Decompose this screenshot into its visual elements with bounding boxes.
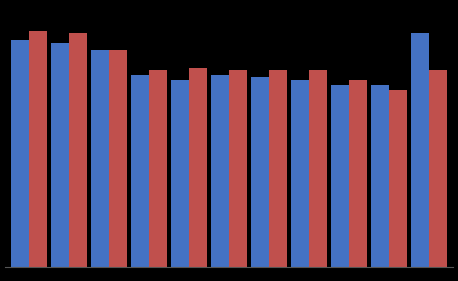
Bar xyxy=(28,31,47,267)
Bar xyxy=(229,70,247,267)
Bar xyxy=(109,50,127,267)
Bar xyxy=(251,77,269,267)
Bar xyxy=(211,75,229,267)
Bar xyxy=(51,43,69,267)
Bar xyxy=(131,75,149,267)
Bar xyxy=(430,70,447,267)
Bar xyxy=(11,40,28,267)
Bar xyxy=(269,70,287,267)
Bar xyxy=(371,85,389,267)
Bar xyxy=(149,70,167,267)
Bar xyxy=(331,85,349,267)
Bar xyxy=(69,33,87,267)
Bar xyxy=(91,50,109,267)
Bar xyxy=(389,90,407,267)
Bar xyxy=(291,80,309,267)
Bar xyxy=(189,67,207,267)
Bar xyxy=(171,80,189,267)
Bar xyxy=(309,70,327,267)
Bar xyxy=(411,33,430,267)
Bar xyxy=(349,80,367,267)
